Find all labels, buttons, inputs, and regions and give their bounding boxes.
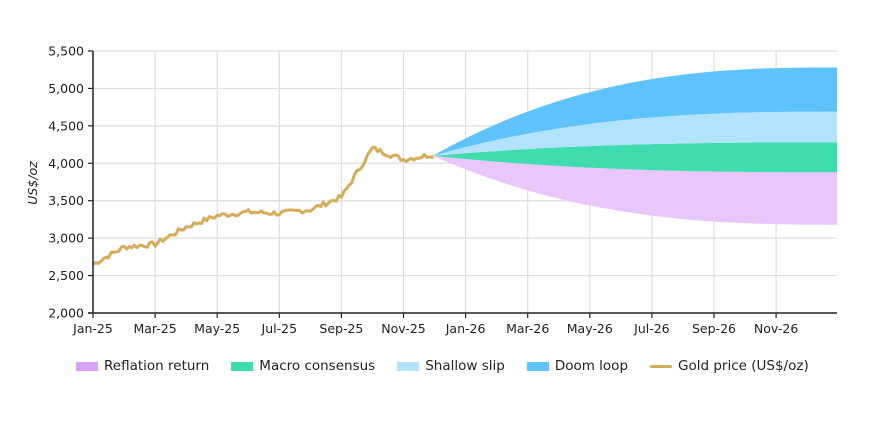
x-tick-label: May-26 [567, 321, 613, 336]
reflation-return-area [433, 155, 837, 225]
y-tick-label: 5,000 [48, 81, 84, 96]
x-tick-label: Mar-26 [506, 321, 549, 336]
y-axis-ticks: 2,000 2,500 3,000 3,500 4,000 4,500 5,000 5,500 [48, 44, 93, 321]
legend-item-doom-loop: Doom loop [526, 358, 629, 374]
x-tick-label: Nov-26 [754, 321, 799, 336]
y-tick-label: 5,500 [48, 44, 84, 59]
x-tick-label: May-25 [194, 321, 240, 336]
y-tick-label: 3,500 [48, 193, 84, 208]
axes [88, 51, 837, 314]
y-tick-label: 2,000 [48, 306, 84, 321]
x-tick-label: Jul-26 [633, 321, 670, 336]
legend-item-macro-consensus: Macro consensus [231, 358, 375, 374]
scenario-fan-areas [433, 67, 837, 225]
x-tick-label: Jul-25 [261, 321, 298, 336]
legend-label: Doom loop [554, 358, 629, 374]
y-tick-label: 4,500 [48, 118, 84, 133]
reflation-return-swatch [76, 361, 98, 371]
legend-label: Macro consensus [259, 358, 376, 374]
legend: Reflation return Macro consensus Shallow… [76, 358, 831, 374]
x-tick-label: Nov-25 [381, 321, 425, 336]
macro-consensus-swatch [231, 361, 254, 371]
doom-loop-area [433, 67, 837, 156]
x-axis-ticks: Jan-25 Mar-25 May-25 Jul-25 Sep-25 Nov-25 Jan-… [72, 313, 798, 336]
y-tick-label: 4,000 [48, 156, 84, 171]
legend-item-gold-price: Gold price (US$/oz) [650, 358, 809, 374]
legend-label: Gold price (US$/oz) [678, 358, 809, 374]
x-tick-label: Mar-25 [133, 321, 176, 336]
shallow-slip-area [433, 111, 837, 156]
doom-loop-swatch [526, 361, 549, 371]
x-tick-label: Sep-26 [692, 321, 736, 336]
legend-label: Reflation return [104, 358, 210, 374]
x-tick-label: Sep-25 [319, 321, 363, 336]
y-axis-label: US$/oz [25, 161, 40, 205]
y-tick-label: 2,500 [48, 268, 84, 283]
y-tick-label: 3,000 [48, 231, 84, 246]
gold-price-line [92, 145, 435, 266]
gold-price-line-swatch [650, 364, 673, 368]
macro-consensus-area [433, 142, 837, 173]
x-tick-label: Jan-26 [445, 321, 486, 336]
legend-item-reflation-return: Reflation return [76, 358, 209, 374]
shallow-slip-swatch [397, 361, 420, 371]
legend-label: Shallow slip [425, 358, 505, 374]
legend-item-shallow-slip: Shallow slip [397, 358, 505, 374]
x-tick-label: Jan-25 [72, 321, 113, 336]
